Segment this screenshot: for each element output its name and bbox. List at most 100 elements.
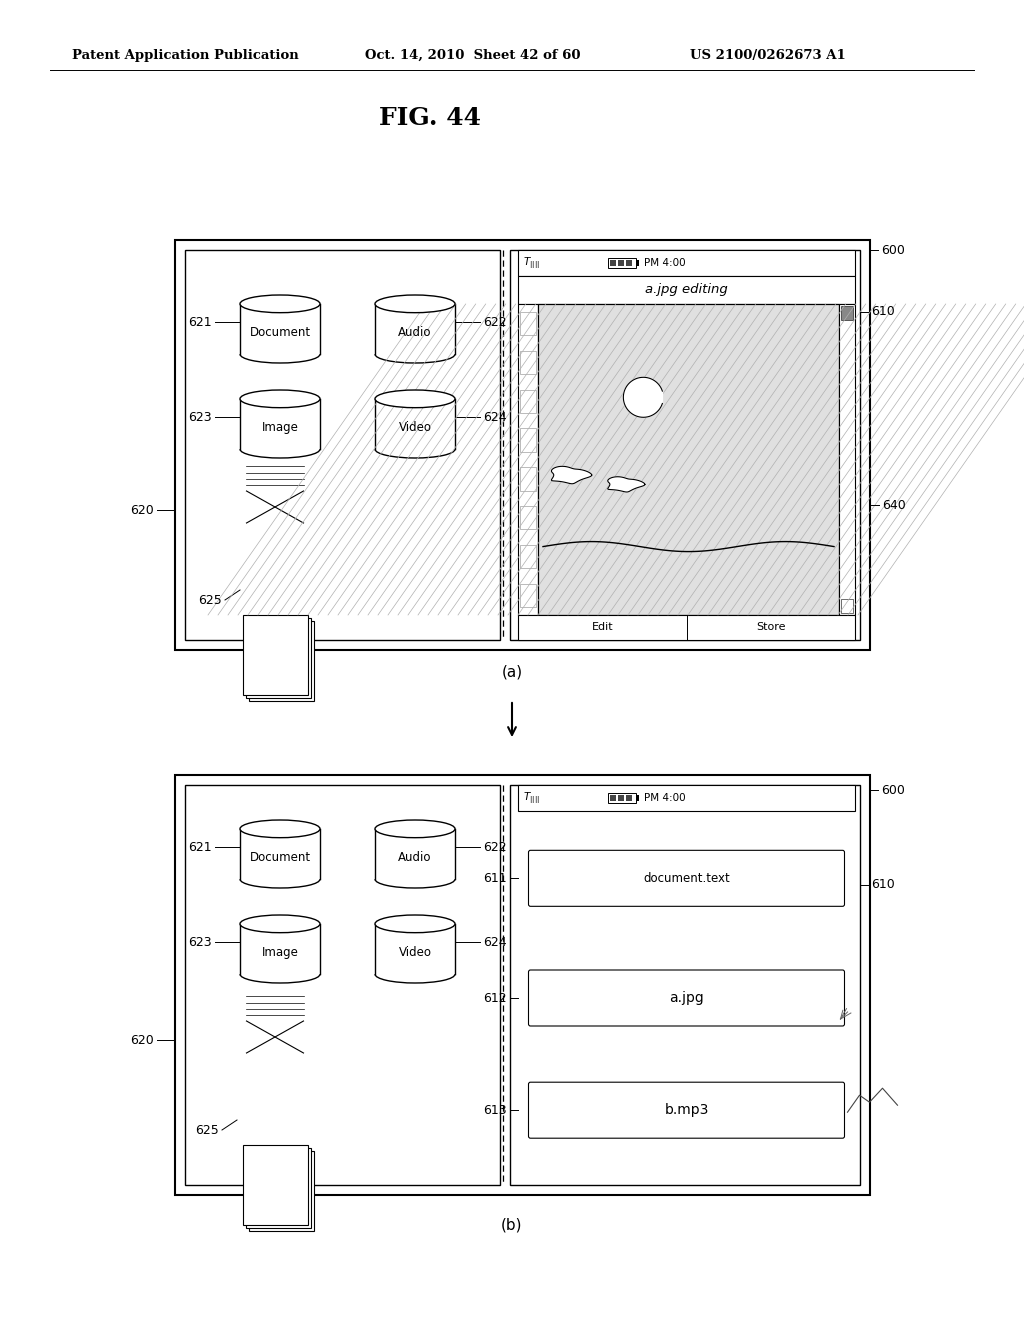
Text: 610: 610 — [871, 879, 895, 891]
Bar — [518, 615, 855, 640]
Bar — [375, 829, 455, 879]
Text: 624: 624 — [483, 411, 507, 424]
Bar — [240, 924, 319, 974]
Text: (b): (b) — [502, 1217, 522, 1233]
Text: 623: 623 — [188, 936, 212, 949]
Bar — [510, 785, 860, 1185]
Bar — [626, 795, 632, 801]
Bar — [608, 257, 636, 268]
Text: 621: 621 — [188, 841, 212, 854]
Bar — [626, 260, 632, 267]
Text: US 2100/0262673 A1: US 2100/0262673 A1 — [690, 49, 846, 62]
Polygon shape — [624, 378, 663, 417]
Bar — [841, 306, 853, 319]
FancyBboxPatch shape — [528, 1082, 845, 1138]
Text: Oct. 14, 2010  Sheet 42 of 60: Oct. 14, 2010 Sheet 42 of 60 — [365, 49, 581, 62]
Bar — [610, 260, 616, 267]
Text: 624: 624 — [483, 936, 507, 949]
Bar — [636, 795, 639, 801]
Text: Image: Image — [261, 421, 298, 434]
Text: Image: Image — [261, 946, 298, 958]
Bar — [520, 351, 536, 374]
Bar — [243, 615, 307, 696]
Bar — [246, 618, 310, 698]
Bar — [520, 545, 536, 569]
Text: Patent Application Publication: Patent Application Publication — [72, 49, 299, 62]
Bar — [375, 399, 455, 449]
Bar — [518, 276, 855, 304]
FancyBboxPatch shape — [528, 970, 845, 1026]
Ellipse shape — [375, 820, 455, 838]
Polygon shape — [607, 477, 645, 492]
Text: Video: Video — [398, 946, 431, 958]
Text: PM 4:00: PM 4:00 — [644, 257, 686, 268]
Bar — [636, 260, 639, 267]
Bar — [520, 389, 536, 413]
Bar — [618, 260, 624, 267]
Bar — [518, 785, 855, 810]
Bar — [839, 304, 855, 615]
Bar — [841, 599, 853, 612]
Bar — [175, 775, 870, 1195]
Text: 620: 620 — [130, 503, 154, 516]
Text: b.mp3: b.mp3 — [665, 1104, 709, 1117]
Text: (a): (a) — [502, 664, 522, 680]
Bar — [243, 1144, 307, 1225]
Text: $T_{||||}$: $T_{||||}$ — [523, 791, 541, 805]
Ellipse shape — [375, 294, 455, 313]
Ellipse shape — [240, 915, 319, 933]
Bar — [375, 304, 455, 354]
Text: Edit: Edit — [592, 623, 613, 632]
Bar — [520, 506, 536, 529]
Bar — [240, 399, 319, 449]
Text: 600: 600 — [881, 243, 905, 256]
Bar — [375, 924, 455, 974]
Bar — [520, 467, 536, 491]
Text: a.jpg: a.jpg — [669, 991, 703, 1005]
Text: 613: 613 — [483, 1104, 507, 1117]
Text: $T_{||||}$: $T_{||||}$ — [523, 255, 541, 271]
Bar — [608, 793, 636, 803]
Text: 640: 640 — [882, 499, 906, 512]
Ellipse shape — [375, 389, 455, 408]
Bar — [175, 240, 870, 649]
Text: PM 4:00: PM 4:00 — [644, 793, 686, 803]
Polygon shape — [552, 466, 592, 483]
Bar — [538, 304, 839, 615]
Bar — [538, 304, 839, 615]
Bar — [249, 620, 313, 701]
Bar — [518, 304, 538, 615]
Text: 625: 625 — [199, 594, 222, 606]
Bar — [240, 304, 319, 354]
Bar — [618, 795, 624, 801]
Text: 622: 622 — [483, 315, 507, 329]
Bar — [249, 1151, 313, 1232]
Text: 620: 620 — [130, 1034, 154, 1047]
Bar — [538, 304, 839, 615]
Bar — [520, 583, 536, 607]
FancyBboxPatch shape — [528, 850, 845, 907]
Text: a.jpg editing: a.jpg editing — [645, 284, 728, 297]
Text: 610: 610 — [871, 305, 895, 318]
Text: 621: 621 — [188, 315, 212, 329]
Text: Document: Document — [250, 851, 310, 863]
Text: Store: Store — [756, 623, 785, 632]
Bar — [246, 1148, 310, 1228]
Text: Audio: Audio — [398, 851, 432, 863]
Ellipse shape — [240, 294, 319, 313]
Text: Audio: Audio — [398, 326, 432, 339]
Text: 623: 623 — [188, 411, 212, 424]
Bar — [610, 795, 616, 801]
Text: 612: 612 — [483, 991, 507, 1005]
Bar — [538, 615, 855, 627]
Bar — [510, 249, 860, 640]
Text: Document: Document — [250, 326, 310, 339]
Bar — [240, 829, 319, 879]
Bar — [185, 785, 500, 1185]
Text: FIG. 44: FIG. 44 — [379, 106, 481, 129]
Bar — [520, 429, 536, 451]
Ellipse shape — [240, 389, 319, 408]
Text: 611: 611 — [483, 871, 507, 884]
Text: 600: 600 — [881, 784, 905, 796]
Ellipse shape — [240, 820, 319, 838]
